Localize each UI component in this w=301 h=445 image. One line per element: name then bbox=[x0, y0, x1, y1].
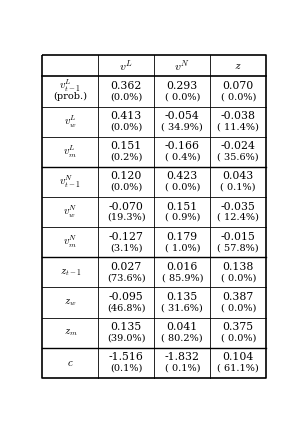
Text: (46.8%): (46.8%) bbox=[107, 303, 145, 312]
Text: 0.135: 0.135 bbox=[111, 322, 142, 332]
Text: ( 0.1%): ( 0.1%) bbox=[165, 364, 200, 373]
Text: $z_{t-1}$: $z_{t-1}$ bbox=[60, 267, 81, 278]
Text: 0.387: 0.387 bbox=[223, 292, 254, 302]
Text: $c$: $c$ bbox=[67, 358, 73, 368]
Text: 0.120: 0.120 bbox=[110, 171, 142, 182]
Text: $z$: $z$ bbox=[234, 59, 242, 72]
Text: -0.095: -0.095 bbox=[109, 292, 144, 302]
Text: 0.423: 0.423 bbox=[167, 171, 198, 182]
Text: ( 0.0%): ( 0.0%) bbox=[165, 183, 200, 192]
Text: (0.2%): (0.2%) bbox=[110, 153, 142, 162]
Text: ( 0.0%): ( 0.0%) bbox=[221, 303, 256, 312]
Text: ( 0.0%): ( 0.0%) bbox=[221, 273, 256, 282]
Text: ( 12.4%): ( 12.4%) bbox=[217, 213, 259, 222]
Text: 0.179: 0.179 bbox=[167, 232, 198, 242]
Text: $v^L_m$: $v^L_m$ bbox=[64, 143, 77, 160]
Text: $v^L$: $v^L$ bbox=[119, 58, 133, 73]
Text: 0.135: 0.135 bbox=[167, 292, 198, 302]
Text: 0.375: 0.375 bbox=[223, 322, 254, 332]
Text: 0.138: 0.138 bbox=[222, 262, 254, 272]
Text: $v^N$: $v^N$ bbox=[174, 58, 190, 73]
Text: ( 0.0%): ( 0.0%) bbox=[221, 93, 256, 101]
Text: ( 11.4%): ( 11.4%) bbox=[217, 122, 259, 132]
Text: 0.016: 0.016 bbox=[166, 262, 198, 272]
Text: 0.413: 0.413 bbox=[111, 111, 142, 121]
Text: ( 0.9%): ( 0.9%) bbox=[165, 213, 200, 222]
Text: $z_m$: $z_m$ bbox=[64, 327, 77, 338]
Text: -0.024: -0.024 bbox=[221, 142, 256, 151]
Text: -0.015: -0.015 bbox=[221, 232, 256, 242]
Text: ( 57.8%): ( 57.8%) bbox=[217, 243, 259, 252]
Text: -1.516: -1.516 bbox=[109, 352, 144, 362]
Text: (0.0%): (0.0%) bbox=[110, 93, 142, 101]
Text: -0.054: -0.054 bbox=[165, 111, 200, 121]
Text: (0.0%): (0.0%) bbox=[110, 122, 142, 132]
Text: $v^L_{t-1}$: $v^L_{t-1}$ bbox=[59, 78, 81, 94]
Text: -0.127: -0.127 bbox=[109, 232, 144, 242]
Text: -1.832: -1.832 bbox=[165, 352, 200, 362]
Text: ( 0.4%): ( 0.4%) bbox=[165, 153, 200, 162]
Text: -0.038: -0.038 bbox=[221, 111, 256, 121]
Text: 0.041: 0.041 bbox=[167, 322, 198, 332]
Text: (73.6%): (73.6%) bbox=[107, 273, 146, 282]
Text: 0.043: 0.043 bbox=[223, 171, 254, 182]
Text: ( 1.0%): ( 1.0%) bbox=[165, 243, 200, 252]
Text: 0.151: 0.151 bbox=[111, 142, 142, 151]
Text: 0.151: 0.151 bbox=[167, 202, 198, 212]
Text: ( 34.9%): ( 34.9%) bbox=[161, 122, 203, 132]
Text: $v^N_m$: $v^N_m$ bbox=[63, 234, 78, 251]
Text: 0.362: 0.362 bbox=[110, 81, 142, 91]
Text: $v^L_w$: $v^L_w$ bbox=[64, 113, 77, 130]
Text: $z_w$: $z_w$ bbox=[64, 297, 76, 308]
Text: (3.1%): (3.1%) bbox=[110, 243, 142, 252]
Text: (prob.): (prob.) bbox=[53, 92, 87, 101]
Text: ( 0.1%): ( 0.1%) bbox=[221, 183, 256, 192]
Text: (39.0%): (39.0%) bbox=[107, 334, 145, 343]
Text: ( 0.0%): ( 0.0%) bbox=[165, 93, 200, 101]
Text: ( 0.0%): ( 0.0%) bbox=[221, 334, 256, 343]
Text: $v^N_{t-1}$: $v^N_{t-1}$ bbox=[59, 174, 81, 190]
Text: $v^N_w$: $v^N_w$ bbox=[63, 204, 78, 220]
Text: ( 80.2%): ( 80.2%) bbox=[161, 334, 203, 343]
Text: (0.0%): (0.0%) bbox=[110, 183, 142, 192]
Text: ( 61.1%): ( 61.1%) bbox=[217, 364, 259, 373]
Text: 0.104: 0.104 bbox=[223, 352, 254, 362]
Text: ( 35.6%): ( 35.6%) bbox=[217, 153, 259, 162]
Text: ( 85.9%): ( 85.9%) bbox=[162, 273, 203, 282]
Text: 0.070: 0.070 bbox=[223, 81, 254, 91]
Text: (0.1%): (0.1%) bbox=[110, 364, 142, 373]
Text: (19.3%): (19.3%) bbox=[107, 213, 146, 222]
Text: -0.166: -0.166 bbox=[165, 142, 200, 151]
Text: 0.293: 0.293 bbox=[167, 81, 198, 91]
Text: -0.035: -0.035 bbox=[221, 202, 256, 212]
Text: -0.070: -0.070 bbox=[109, 202, 144, 212]
Text: 0.027: 0.027 bbox=[111, 262, 142, 272]
Text: ( 31.6%): ( 31.6%) bbox=[161, 303, 203, 312]
